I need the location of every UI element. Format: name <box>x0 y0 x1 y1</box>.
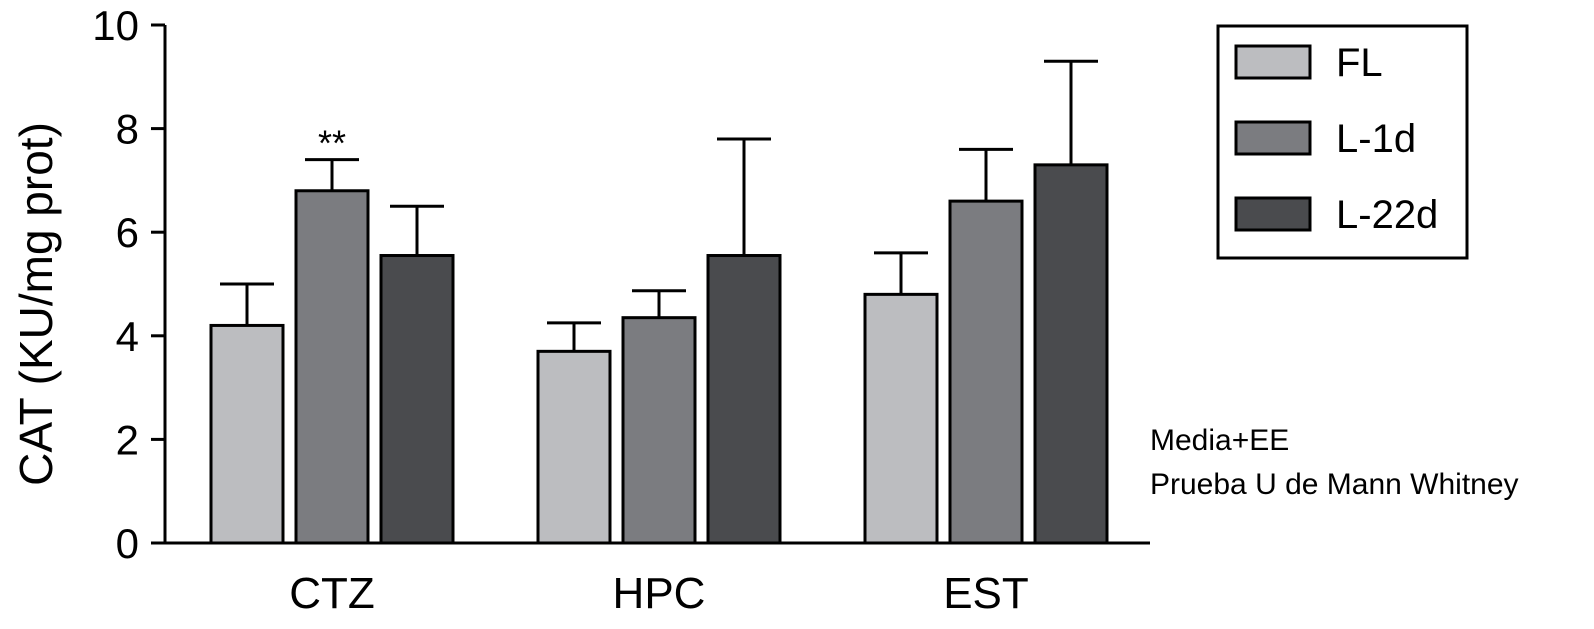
y-tick-label: 6 <box>116 209 139 256</box>
x-tick-label: EST <box>943 569 1029 618</box>
bar-est-l-22d <box>1033 163 1109 545</box>
y-axis-label: CAT (KU/mg prot) <box>10 122 62 486</box>
y-tick-label: 0 <box>116 520 139 567</box>
y-tick-label: 2 <box>116 416 139 463</box>
note-text: Media+EE <box>1150 424 1289 457</box>
bar-est-fl <box>863 292 939 545</box>
bar-est-l-1d <box>948 199 1024 545</box>
notes: Media+EE Prueba U de Mann Whitney <box>1150 424 1519 501</box>
x-tick-label: HPC <box>613 569 706 618</box>
legend-label-l-1d: L-1d <box>1336 117 1416 161</box>
y-tick-label: 10 <box>92 2 139 49</box>
bar-ctz-l-1d <box>294 189 370 545</box>
legend-swatch-l-22d <box>1234 196 1312 232</box>
legend-label-l-22d: L-22d <box>1336 193 1438 237</box>
note-text: Prueba U de Mann Whitney <box>1150 468 1519 501</box>
legend-label-fl: FL <box>1336 41 1383 85</box>
y-tick-label: 4 <box>116 313 139 360</box>
y-tick-label: 8 <box>116 106 139 153</box>
bar-ctz-l-22d <box>379 254 455 545</box>
bar-hpc-l-22d <box>706 254 782 545</box>
bar-hpc-fl <box>536 349 612 545</box>
legend: FL L-1d L-22d <box>1216 24 1469 260</box>
legend-swatch-l-1d <box>1234 120 1312 156</box>
bar-ctz-fl <box>209 323 285 545</box>
x-tick-label: CTZ <box>289 569 375 618</box>
axes: 0 2 4 6 8 10 CAT (KU/mg prot) CTZ HPC EST <box>10 2 1150 618</box>
legend-swatch-fl <box>1234 44 1312 80</box>
bars: ** <box>209 59 1109 545</box>
significance-annotation: ** <box>318 123 346 164</box>
bar-hpc-l-1d <box>621 316 697 545</box>
